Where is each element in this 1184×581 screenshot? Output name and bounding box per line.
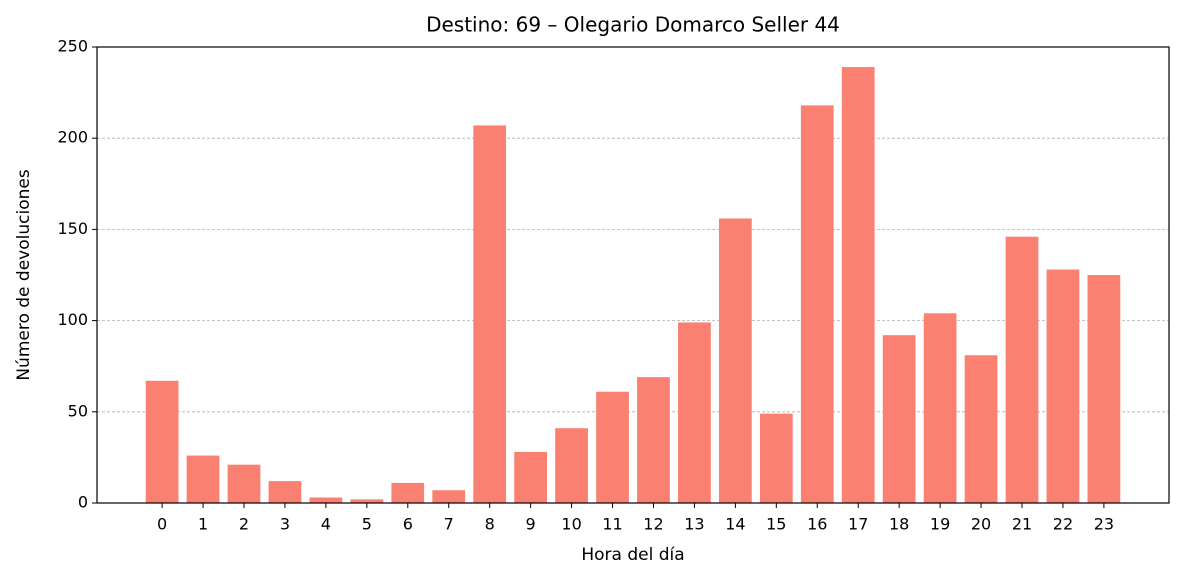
- x-tick-label: 6: [403, 515, 413, 534]
- bar: [186, 455, 220, 503]
- bar: [841, 67, 875, 504]
- bar: [309, 497, 343, 503]
- y-tick-label: 100: [57, 310, 88, 329]
- chart-title: Destino: 69 – Olegario Domarco Seller 44: [426, 13, 840, 37]
- x-tick-label: 21: [1012, 515, 1032, 534]
- x-tick-label: 13: [684, 515, 704, 534]
- bar: [268, 481, 302, 503]
- y-tick-label: 200: [57, 128, 88, 147]
- x-tick-label: 0: [157, 515, 167, 534]
- x-tick-label: 10: [561, 515, 581, 534]
- x-tick-label: 22: [1053, 515, 1073, 534]
- y-tick-label: 250: [57, 37, 88, 56]
- x-tick-label: 8: [485, 515, 495, 534]
- bar: [800, 105, 834, 504]
- bar: [678, 322, 711, 503]
- bar: [637, 377, 670, 503]
- y-tick-label: 150: [57, 219, 88, 238]
- x-tick-label: 16: [807, 515, 827, 534]
- bar: [596, 391, 629, 503]
- x-tick-label: 14: [725, 515, 745, 534]
- bar: [391, 482, 425, 503]
- bar: [1005, 236, 1039, 504]
- x-tick-label: 12: [643, 515, 663, 534]
- x-tick-label: 3: [280, 515, 290, 534]
- x-tick-label: 11: [602, 515, 622, 534]
- x-tick-label: 19: [930, 515, 950, 534]
- y-axis-label: Número de devoluciones: [14, 169, 34, 380]
- bar: [227, 464, 261, 503]
- bar: [923, 313, 957, 503]
- x-tick-label: 17: [848, 515, 868, 534]
- x-tick-label: 5: [362, 515, 372, 534]
- bar: [145, 380, 179, 503]
- x-tick-label: 20: [971, 515, 991, 534]
- y-tick-label: 0: [78, 493, 88, 512]
- x-tick-label: 1: [198, 515, 208, 534]
- x-tick-label: 15: [766, 515, 786, 534]
- bar: [432, 490, 466, 503]
- x-tick-label: 18: [889, 515, 909, 534]
- x-tick-label: 7: [444, 515, 454, 534]
- x-axis-label: Hora del día: [581, 545, 684, 565]
- bar: [759, 413, 793, 503]
- bar: [964, 355, 998, 503]
- x-tick-label: 23: [1094, 515, 1114, 534]
- bar: [882, 335, 916, 503]
- bar: [473, 125, 507, 503]
- y-tick-label: 50: [68, 401, 88, 420]
- x-tick-label: 2: [239, 515, 249, 534]
- bar: [350, 499, 384, 503]
- bar: [1046, 269, 1080, 503]
- bar: [514, 451, 548, 503]
- x-tick-label: 9: [526, 515, 536, 534]
- bar: [1087, 275, 1121, 503]
- bar: [718, 218, 752, 503]
- bar: [555, 428, 588, 503]
- x-tick-label: 4: [321, 515, 331, 534]
- plot-frame: [96, 46, 1170, 504]
